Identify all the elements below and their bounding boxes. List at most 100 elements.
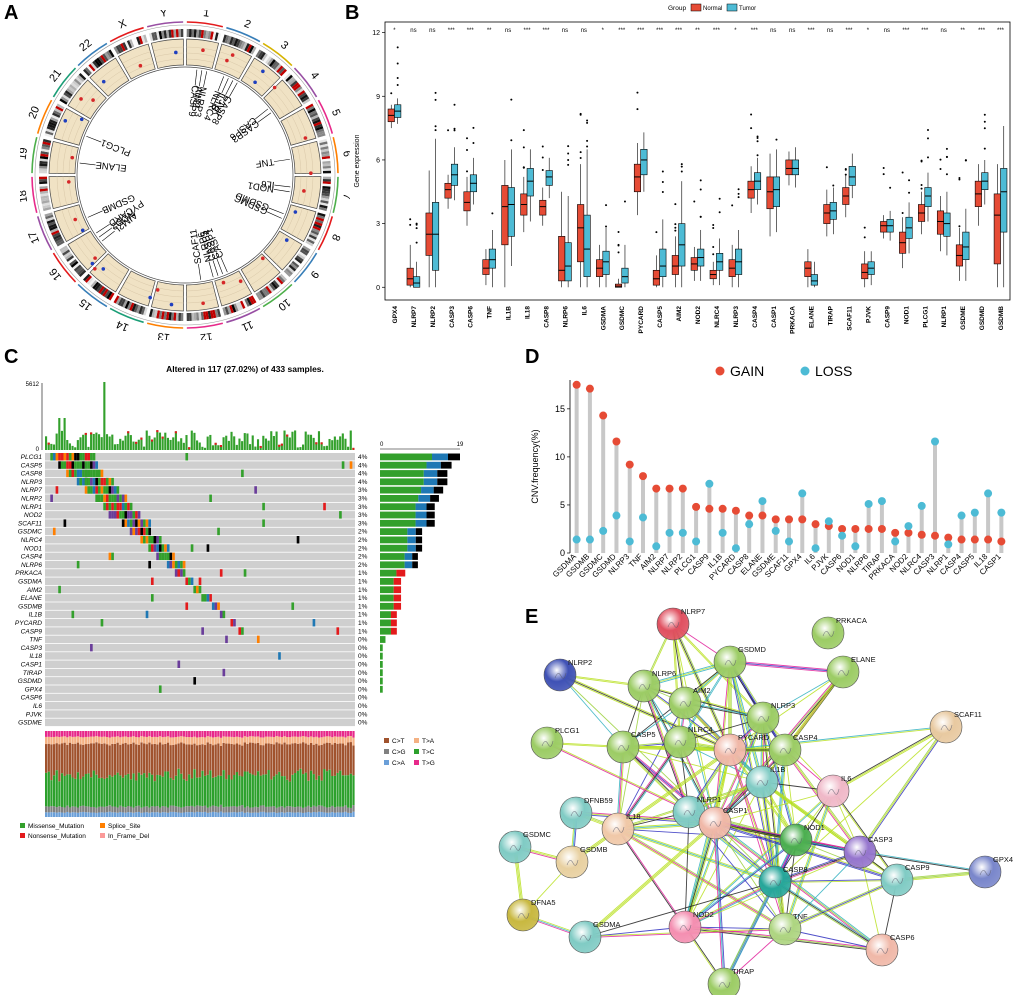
alteration-cell xyxy=(105,477,109,486)
alteration-cell xyxy=(262,502,265,511)
x-tick-label: NLRP3 xyxy=(733,306,740,328)
chromosome-band xyxy=(261,288,268,297)
alteration-cell xyxy=(58,585,61,594)
box xyxy=(621,267,629,284)
chromosome-band xyxy=(279,68,287,77)
titv-bar-segment xyxy=(341,731,345,737)
titv-bar-segment xyxy=(182,806,186,813)
gain-point xyxy=(745,511,754,520)
gene-label: PLCG1 xyxy=(21,454,43,461)
titv-bar-segment xyxy=(278,743,281,772)
chromosome-band xyxy=(117,297,124,306)
chromosome-band xyxy=(165,29,170,39)
outlier-point xyxy=(453,127,456,130)
network-node xyxy=(543,658,577,692)
box xyxy=(1000,168,1008,233)
outlier-point xyxy=(983,113,986,116)
tmb-bar xyxy=(280,443,283,450)
cnv-track xyxy=(240,57,281,97)
titv-bar-segment xyxy=(55,736,58,744)
titv-bar-segment xyxy=(103,736,106,744)
legend-marker xyxy=(800,366,810,376)
titv-bar-segment xyxy=(193,731,196,737)
titv-bar-segment xyxy=(116,812,119,817)
chromosome-band xyxy=(170,29,174,38)
tmb-bar xyxy=(145,430,148,450)
box xyxy=(583,214,591,277)
alteration-cell xyxy=(68,453,72,461)
network-edge xyxy=(617,828,776,883)
tmb-bar xyxy=(180,438,183,450)
titv-bar-segment xyxy=(116,731,119,737)
titv-bar-segment xyxy=(323,769,326,807)
chromosome-band xyxy=(140,306,146,315)
chromosome-label: 8 xyxy=(329,232,342,242)
titv-bar-segment xyxy=(264,736,268,744)
gene-label: NLRP7 xyxy=(21,487,42,494)
track-gridline xyxy=(99,262,123,281)
titv-bar-segment xyxy=(243,807,246,813)
chromosome-band xyxy=(311,116,320,123)
titv-bar-segment xyxy=(280,731,284,738)
titv-bar-segment xyxy=(97,736,101,744)
track-gridline xyxy=(128,275,154,287)
alteration-cell xyxy=(336,627,340,635)
tmb-bar xyxy=(344,438,347,450)
significance-label: ** xyxy=(695,28,700,34)
outlier-point xyxy=(541,156,544,159)
variant-legend-label: Missense_Mutation xyxy=(28,823,84,830)
tmb-bar xyxy=(108,436,111,450)
titv-bar-segment xyxy=(198,777,201,806)
tmb-bar xyxy=(111,434,114,450)
tmb-bar xyxy=(227,440,230,450)
track-gridline xyxy=(291,115,303,143)
titv-bar-segment xyxy=(177,812,180,817)
titv-bar-segment xyxy=(286,731,289,738)
titv-bar-segment xyxy=(302,812,305,817)
titv-bar-segment xyxy=(241,731,244,738)
significance-label: ns xyxy=(884,28,890,34)
cnv-track xyxy=(67,79,107,120)
alteration-cell xyxy=(185,453,189,461)
x-tick-label: GSDMA xyxy=(600,306,607,331)
titv-bar-segment xyxy=(325,742,329,772)
box xyxy=(791,159,799,176)
titv-bar-segment xyxy=(137,805,140,812)
y-tick-label: 12 xyxy=(372,30,380,37)
titv-bar-segment xyxy=(108,775,111,806)
right-bar-segment xyxy=(380,578,394,585)
gene-label: TNF xyxy=(255,156,275,170)
titv-bar-segment xyxy=(169,805,172,812)
tmb-bar xyxy=(219,445,222,450)
track-gridline xyxy=(99,69,123,88)
gain-point xyxy=(758,511,767,520)
network-edge xyxy=(622,746,786,751)
chromosome-band xyxy=(55,105,64,112)
x-tick-label: TIRAP xyxy=(828,305,835,325)
titv-bar-segment xyxy=(87,773,90,807)
titv-bar-segment xyxy=(169,731,172,738)
outlier-point xyxy=(712,223,715,226)
alteration-cell xyxy=(90,469,93,478)
alteration-cell xyxy=(50,494,53,502)
node-structure-icon xyxy=(724,747,737,754)
titv-bar-segment xyxy=(267,736,270,744)
titv-bar-segment xyxy=(339,731,342,737)
chromosome-band xyxy=(212,309,217,319)
titv-bar-segment xyxy=(103,743,106,779)
titv-bar-segment xyxy=(211,737,215,746)
network-edge xyxy=(784,851,861,930)
track-gridline xyxy=(216,275,242,287)
gene-label: GSDMD xyxy=(18,678,43,685)
titv-bar-segment xyxy=(82,744,85,777)
titv-bar-segment xyxy=(304,736,307,744)
titv-bar-segment xyxy=(76,742,80,773)
right-bar-segment xyxy=(415,503,427,511)
chromosome-arc xyxy=(293,67,318,98)
right-bar-segment xyxy=(380,611,391,618)
tmb-bar xyxy=(119,438,122,450)
tmb-bar xyxy=(323,446,326,450)
chromosome-band xyxy=(286,266,295,274)
alteration-cell xyxy=(97,469,101,478)
titv-bar-segment xyxy=(105,744,109,778)
